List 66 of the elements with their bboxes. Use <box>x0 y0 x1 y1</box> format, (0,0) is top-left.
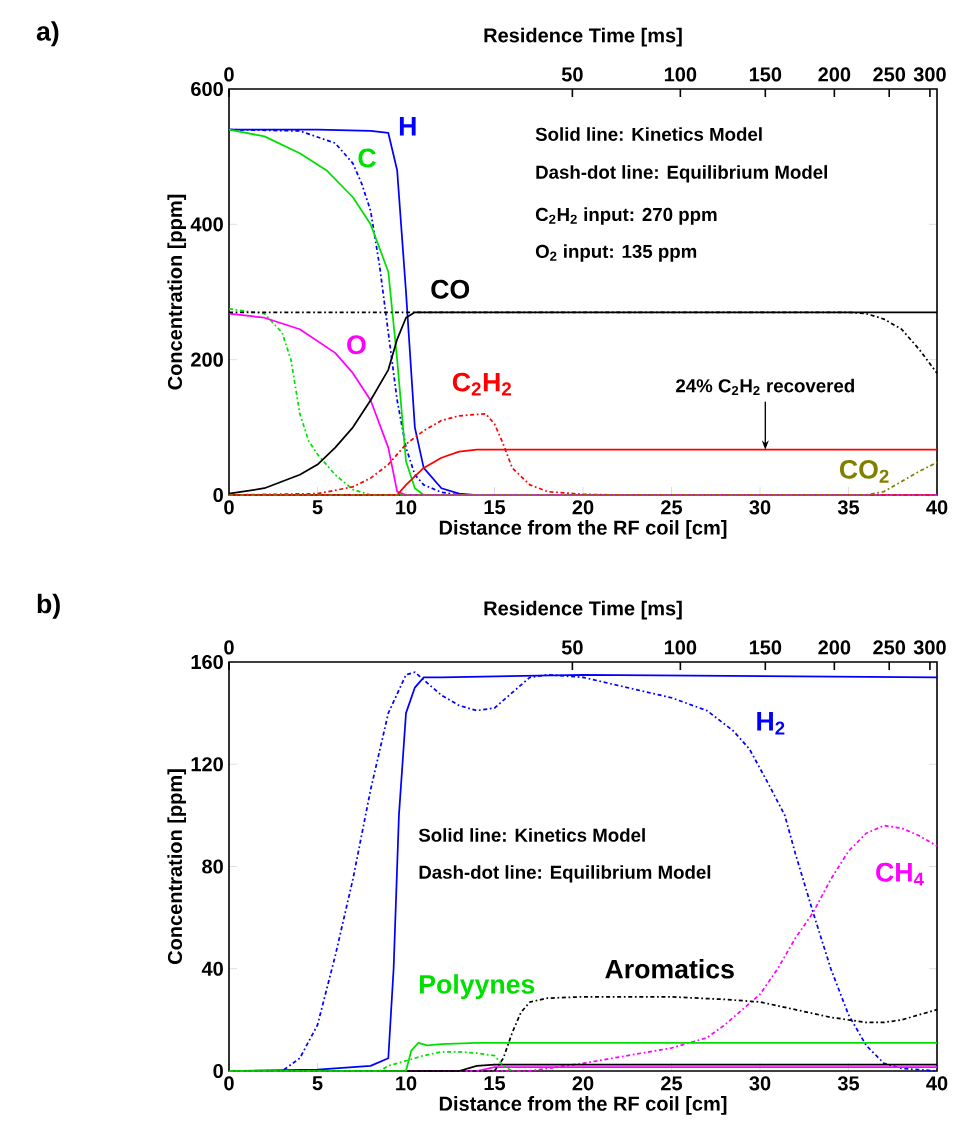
x-tick-label: 40 <box>926 500 948 515</box>
x2-axis-title: Residence Time [ms] <box>484 600 682 620</box>
text: 200 <box>818 67 851 82</box>
annotation: C$_{2}$H$_{2}$ input: 270 ppm <box>535 207 717 225</box>
series-label: CO <box>431 279 470 299</box>
series-label: C <box>358 148 376 168</box>
y-tick-label: 0 <box>213 487 223 503</box>
annotation: 24% C$_{2}$H$_{2}$ recovered <box>676 378 854 396</box>
series-label: O <box>347 335 366 355</box>
y-tick-label: 40 <box>201 961 223 976</box>
text: 150 <box>749 67 782 82</box>
x-tick-label: 30 <box>749 500 771 515</box>
y-tick-label: 0 <box>213 1063 223 1079</box>
series-label: CO$_{2}$ <box>840 459 889 483</box>
y-tick-label: 200 <box>191 352 223 367</box>
x-tick-label: 0 <box>224 500 234 515</box>
x-tick-label: 15 <box>484 500 506 515</box>
x2-axis-title: Residence Time [ms] <box>484 27 682 47</box>
x-tick-label: 0 <box>224 1076 234 1091</box>
text: 300 <box>913 640 946 655</box>
x-tick-label: 20 <box>572 1076 594 1091</box>
text: 100 <box>664 640 697 655</box>
annotation: Solid line: Kinetics Model <box>535 127 762 141</box>
text: 150 <box>749 640 782 655</box>
x-axis-title: Distance from the RF coil [cm] <box>439 520 727 539</box>
x-tick-label: 25 <box>661 1076 683 1091</box>
text: 50 <box>561 640 583 655</box>
text: 300 <box>913 67 946 82</box>
x-tick-label: 5 <box>312 1076 323 1091</box>
x-tick-label: 20 <box>572 500 594 515</box>
series-label: CH$_{4}$ <box>876 862 924 886</box>
y-tick-label: 80 <box>202 859 223 874</box>
series-label: H <box>399 117 416 136</box>
text: 250 <box>873 640 906 655</box>
y-tick-label: 120 <box>191 757 223 772</box>
text: 100 <box>664 67 697 82</box>
series-label: H$_{2}$ <box>757 712 785 735</box>
annotation: Dash-dot line: Equilibrium Model <box>536 165 827 183</box>
y-axis-title: Concentration [ppm] <box>167 194 187 390</box>
x-tick-label: 35 <box>837 1076 860 1091</box>
chart-title: a) <box>36 21 59 47</box>
x-tick-label: 40 <box>926 1076 948 1091</box>
y-tick-label: 160 <box>191 654 223 670</box>
x-tick-label: 15 <box>484 1076 506 1091</box>
x-tick-label: 35 <box>837 500 860 515</box>
x-tick-label: 25 <box>661 500 683 515</box>
text: 0 <box>224 640 234 655</box>
annotation: Solid line: Kinetics Model <box>418 828 645 842</box>
series-label: Aromatics <box>605 958 734 979</box>
annotation: O$_{2}$ input: 135 ppm <box>535 244 697 262</box>
text: 0 <box>224 67 234 82</box>
x-tick-label: 10 <box>396 1076 417 1091</box>
text: 200 <box>818 640 851 655</box>
chart-title: b) <box>37 593 60 619</box>
text: 50 <box>561 67 583 82</box>
x-tick-label: 30 <box>749 1076 771 1091</box>
x-axis-title: Distance from the RF coil [cm] <box>439 1096 727 1115</box>
annotation: Dash-dot line: Equilibrium Model <box>419 865 711 883</box>
y-tick-label: 400 <box>190 217 223 232</box>
x-tick-label: 10 <box>396 500 417 515</box>
y-axis-title: Concentration [ppm] <box>167 769 187 965</box>
text: C$_{2}$H$_{2}$ <box>452 372 512 396</box>
series-label: Polyynes <box>420 974 535 1000</box>
x-tick-label: 5 <box>312 500 323 515</box>
text: 250 <box>873 67 906 82</box>
y-tick-label: 600 <box>191 81 223 97</box>
